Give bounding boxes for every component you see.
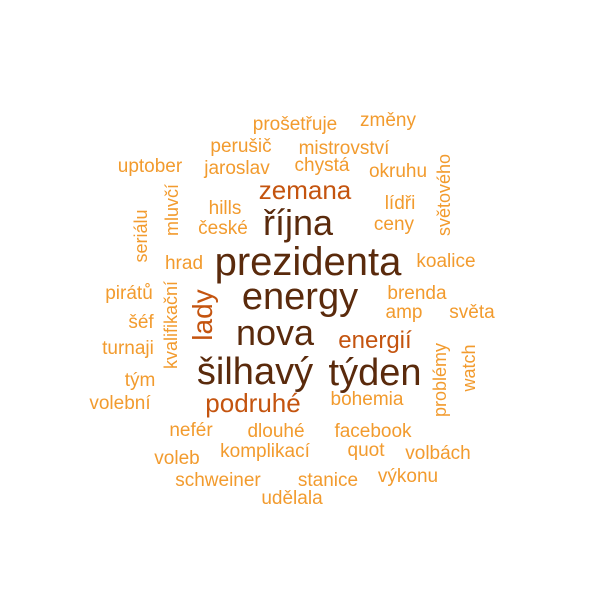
cloud-word: října — [263, 202, 334, 243]
cloud-word: turnaji — [102, 338, 154, 359]
cloud-word: nefér — [169, 420, 213, 441]
cloud-word: světového — [434, 154, 454, 236]
cloud-word: tým — [125, 370, 156, 391]
cloud-word: quot — [348, 440, 386, 461]
cloud-word: kvalifikační — [161, 281, 181, 369]
cloud-word: jaroslav — [203, 158, 270, 179]
cloud-word: chystá — [295, 155, 350, 176]
cloud-word: prošetřuje — [253, 114, 338, 135]
cloud-word: šilhavý — [197, 351, 313, 393]
cloud-word: šéf — [128, 312, 154, 333]
cloud-word: dlouhé — [247, 421, 304, 442]
cloud-word: mistrovství — [299, 138, 391, 159]
cloud-word: prezidenta — [215, 240, 403, 284]
cloud-word: podruhé — [205, 388, 300, 418]
cloud-word: watch — [459, 344, 479, 392]
cloud-word: nova — [236, 312, 315, 353]
cloud-word: hills — [209, 198, 242, 219]
cloud-word: perušič — [210, 136, 271, 157]
cloud-word: seriálu — [131, 209, 151, 262]
cloud-word: facebook — [334, 421, 412, 442]
cloud-word: mluvčí — [162, 184, 182, 236]
cloud-word: voleb — [154, 448, 199, 469]
cloud-word: ceny — [374, 214, 415, 235]
cloud-word: uptober — [118, 156, 183, 177]
cloud-word: problémy — [430, 343, 450, 417]
cloud-word: týden — [329, 352, 422, 394]
cloud-word: lídři — [385, 193, 416, 214]
cloud-word: okruhu — [369, 161, 427, 182]
cloud-word: schweiner — [175, 470, 261, 491]
cloud-word: brenda — [387, 283, 447, 304]
cloud-word: udělala — [261, 488, 323, 509]
cloud-word: hrad — [165, 253, 203, 274]
cloud-word: koalice — [416, 251, 475, 272]
cloud-word: výkonu — [378, 466, 438, 487]
cloud-word: energií — [338, 327, 412, 354]
cloud-word: energy — [242, 276, 358, 318]
cloud-word: volební — [89, 393, 151, 414]
cloud-word: pirátů — [105, 283, 153, 304]
cloud-word: stanice — [298, 470, 358, 491]
cloud-word: volbách — [405, 443, 471, 464]
cloud-word: lady — [187, 289, 218, 340]
cloud-word: zemana — [259, 175, 352, 205]
cloud-word: světa — [449, 302, 495, 323]
cloud-word: komplikací — [220, 441, 310, 462]
cloud-word: změny — [360, 110, 416, 131]
cloud-word: amp — [386, 302, 423, 323]
cloud-word: bohemia — [331, 389, 404, 410]
cloud-word: české — [198, 218, 248, 239]
